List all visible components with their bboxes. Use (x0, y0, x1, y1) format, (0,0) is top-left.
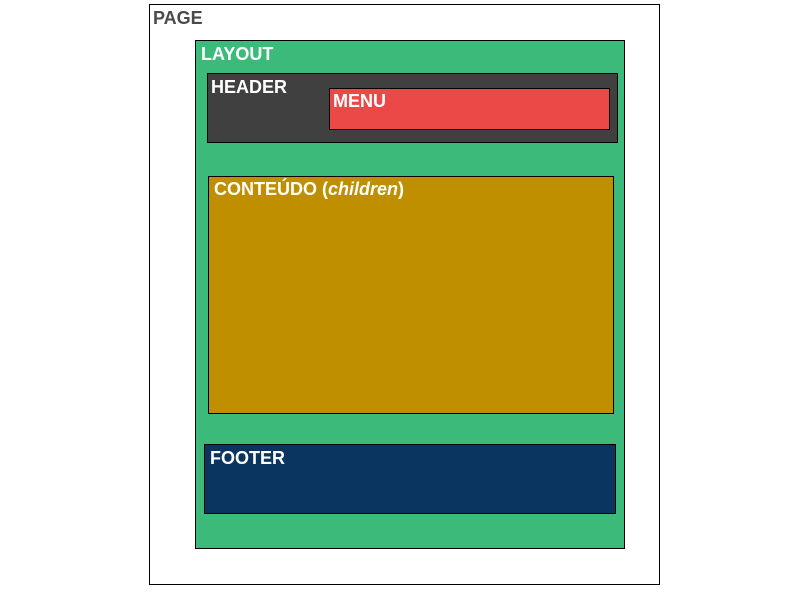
content-label-children: children (328, 179, 399, 199)
page-label: PAGE (153, 8, 203, 28)
menu-label: MENU (333, 91, 386, 111)
header-box: HEADER MENU (207, 73, 618, 143)
content-label-prefix: CONTEÚDO ( (214, 179, 328, 199)
content-box: CONTEÚDO (children) (208, 176, 614, 414)
page-box: PAGE LAYOUT HEADER MENU CONTEÚDO (childr… (149, 4, 660, 585)
footer-box: FOOTER (204, 444, 616, 514)
header-label: HEADER (211, 77, 288, 97)
content-label-suffix: ) (398, 179, 405, 199)
menu-box: MENU (329, 88, 610, 130)
layout-label: LAYOUT (201, 44, 274, 64)
layout-box: LAYOUT HEADER MENU CONTEÚDO (children) F… (195, 40, 625, 549)
content-label: CONTEÚDO (children) (214, 179, 404, 199)
footer-label: FOOTER (210, 448, 285, 468)
